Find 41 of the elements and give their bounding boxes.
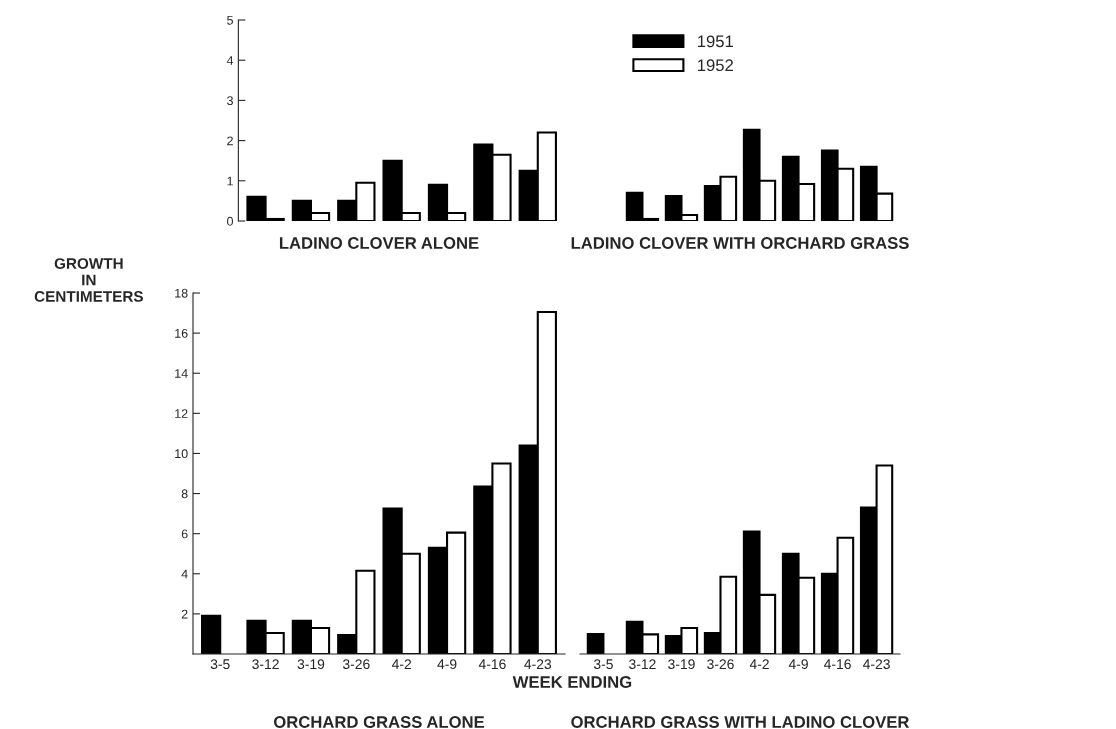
- x-tick-label: 3-5: [210, 659, 230, 670]
- legend-label: 1951: [698, 35, 733, 48]
- y-tick-label: 5: [227, 15, 233, 25]
- text: ORCHARD GRASS ALONE: [273, 716, 485, 728]
- text: LADINO CLOVER WITH ORCHARD GRASS: [571, 237, 909, 249]
- bar: [201, 614, 222, 654]
- x-tick-label: 4-23: [863, 659, 890, 670]
- y-tick-label: 3: [227, 96, 233, 106]
- y-tick-label: 1: [227, 176, 233, 186]
- y-tick-label: 8: [181, 489, 188, 499]
- y-tick-label: 18: [175, 288, 188, 298]
- y-tick-label: 2: [181, 609, 188, 619]
- x-tick-label: 3-19: [668, 659, 695, 670]
- x-tick-label: 4-9: [788, 659, 808, 670]
- y-tick-label: 0: [227, 216, 234, 226]
- y-tick-label: 4: [226, 56, 234, 65]
- x-tick-label: 3-12: [629, 659, 656, 670]
- y-tick-label: 12: [175, 409, 188, 418]
- x-tick-label: 4-2: [391, 659, 412, 669]
- x-tick-label: 4-23: [524, 659, 552, 670]
- y-tick-label: 4: [181, 569, 188, 579]
- x-tick-label: 3-26: [342, 659, 370, 670]
- x-tick-label: 4-9: [437, 659, 457, 670]
- y-tick-label: 2: [227, 136, 233, 146]
- text: LADINO CLOVER ALONE: [279, 237, 479, 249]
- x-axis-title: WEEK ENDING: [512, 676, 632, 688]
- legend-label: 1952: [698, 59, 733, 72]
- y-axis-title: GROWTH IN CENTIMETERS: [34, 258, 143, 302]
- text: ORCHARD GRASS WITH LADINO CLOVER: [571, 716, 910, 728]
- x-tick-label: 4-16: [478, 659, 506, 670]
- y-tick-label: 6: [181, 529, 188, 539]
- x-tick-label: 3-19: [297, 659, 325, 670]
- x-tick-label: 3-5: [593, 659, 613, 670]
- y-tick-label: 10: [175, 449, 188, 459]
- y-tick-label: 14: [175, 369, 188, 378]
- x-tick-label: 4-16: [823, 659, 851, 670]
- y-tick-label: 16: [175, 328, 188, 338]
- x-tick-label: 3-12: [252, 659, 279, 670]
- x-tick-label: 4-2: [749, 659, 769, 669]
- x-tick-label: 3-26: [707, 659, 734, 670]
- bar: [586, 632, 605, 654]
